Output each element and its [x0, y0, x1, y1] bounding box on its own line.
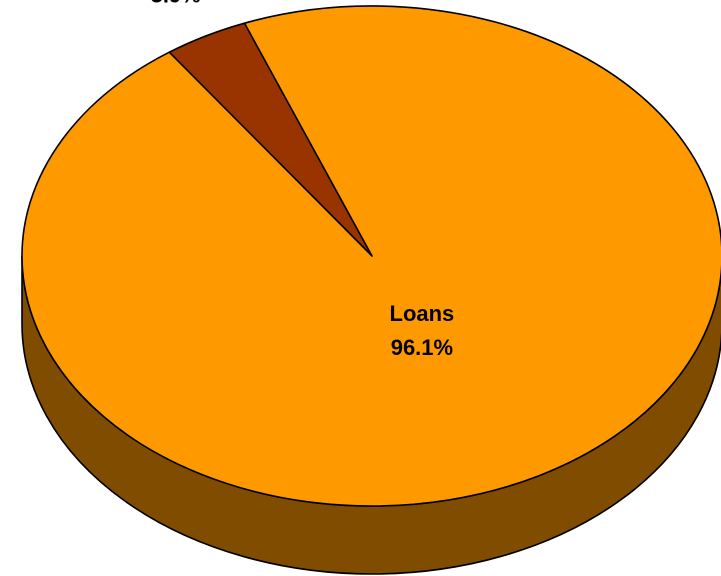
pie-top-faces	[21, 5, 721, 507]
slice-label-value: 96.1%	[391, 335, 453, 360]
slice-label-name: Loans	[390, 301, 455, 326]
slice-label-value: 3.9%	[151, 0, 201, 8]
pie-labels: 3.9% Loans 96.1%	[151, 0, 455, 360]
pie-slice-loans	[21, 5, 721, 507]
